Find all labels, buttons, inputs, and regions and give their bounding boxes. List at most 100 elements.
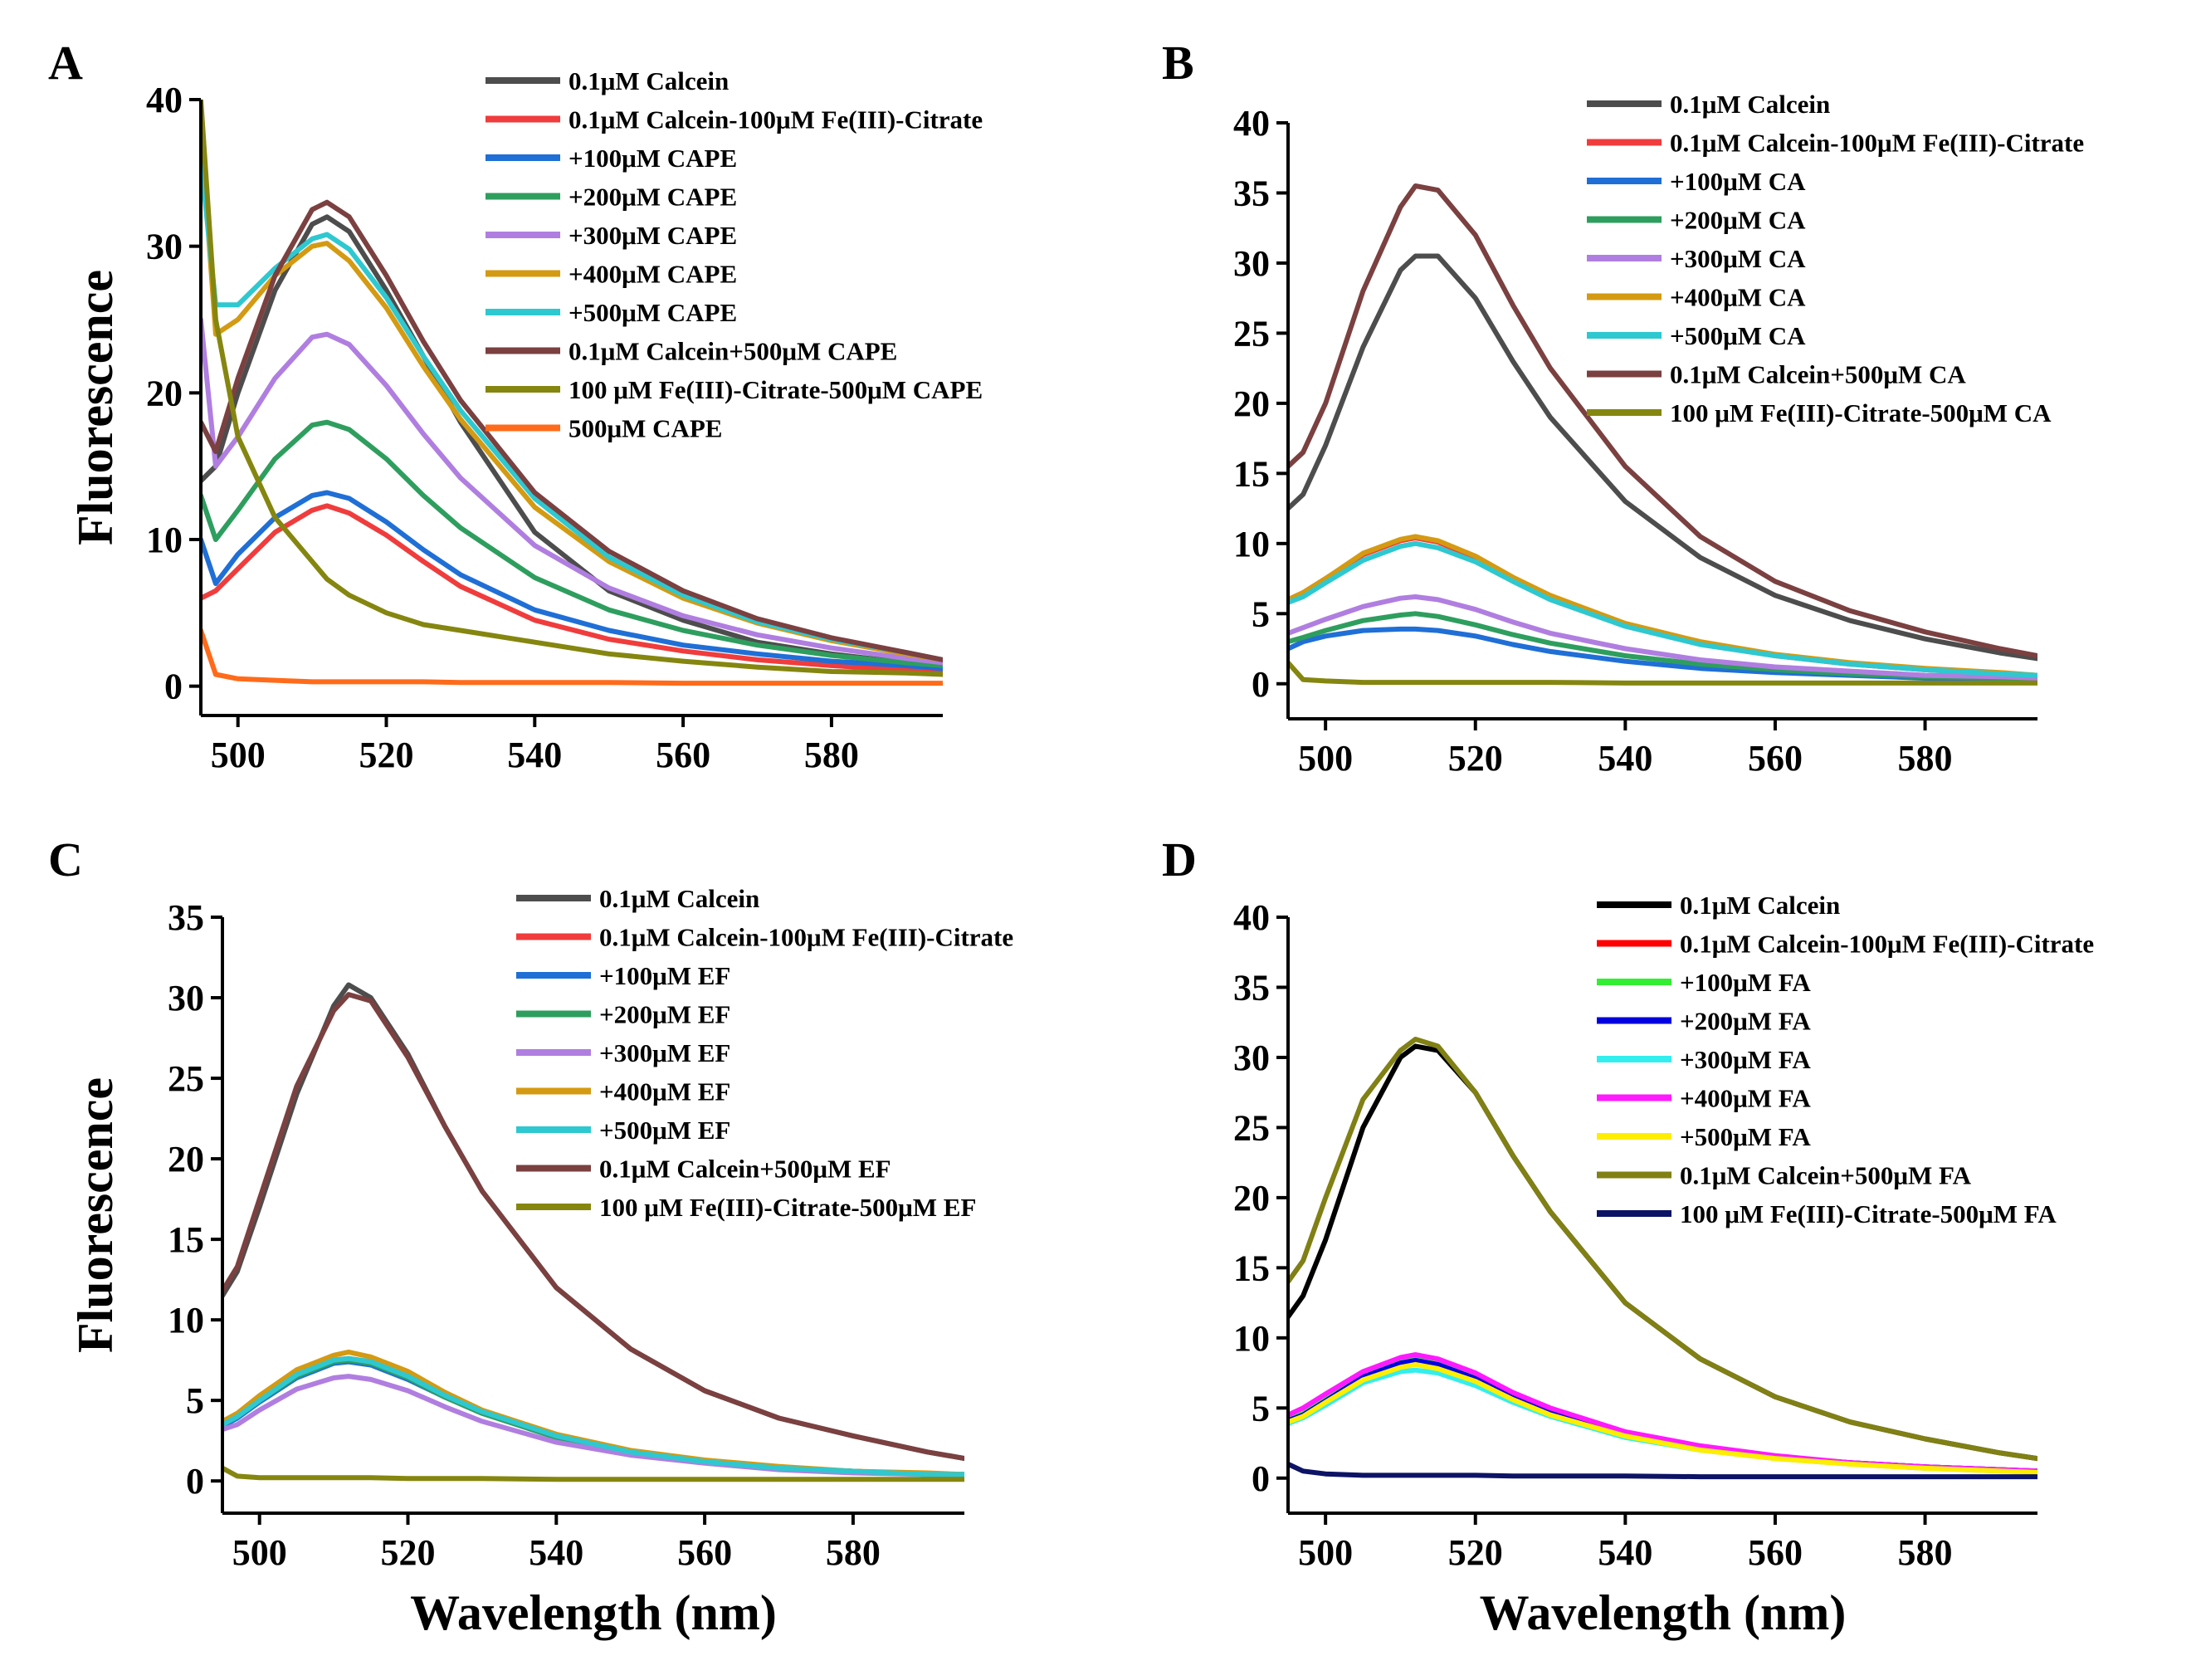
legend-label: 500μM CAPE	[569, 414, 722, 443]
x-tick-label: 500	[1298, 1532, 1353, 1573]
x-tick-label: 500	[211, 735, 266, 775]
legend-label: +100μM CA	[1670, 167, 1806, 196]
y-tick-label: 35	[1233, 967, 1270, 1008]
y-tick-label: 40	[1233, 103, 1270, 144]
series-line	[201, 628, 943, 686]
y-tick-label: 30	[1233, 1038, 1270, 1078]
y-tick-label: 20	[1233, 1178, 1270, 1218]
legend-label: +500μM EF	[599, 1116, 730, 1145]
y-tick-label: 10	[146, 520, 183, 560]
legend-label: +400μM CA	[1670, 283, 1806, 312]
chart-panel-a: A 0 10 20 30 40 500 520 540 560 580 Fluorescence 0.1…	[48, 36, 983, 775]
chart-panel-c: C 0 5 10 15 20 25 30 35 500 520 540 560 580 Fluorescen…	[48, 833, 1013, 1640]
legend-label: 0.1μM Calcein+500μM CAPE	[569, 337, 897, 366]
y-tick-label: 15	[168, 1219, 204, 1260]
x-tick-label: 580	[1898, 1532, 1953, 1573]
legend-label: +400μM CAPE	[569, 260, 737, 289]
legend: 0.1μM Calcein 0.1μM Calcein-100μM Fe(III)…	[516, 884, 1013, 1222]
legend-label: +100μM EF	[599, 961, 730, 990]
series-line	[1288, 183, 2037, 658]
series-line	[222, 992, 964, 1461]
x-axis-title: Wavelength (nm)	[1480, 1585, 1847, 1640]
legend-label: +300μM EF	[599, 1038, 730, 1067]
series-line	[1288, 1356, 2037, 1474]
y-tick-label: 5	[186, 1380, 204, 1421]
series-line	[1288, 1356, 2037, 1474]
series-line	[1288, 1357, 2037, 1474]
series-line	[1288, 1361, 2037, 1475]
series-line	[1288, 1367, 2037, 1474]
x-axis-title: Wavelength (nm)	[410, 1585, 777, 1640]
y-tick-label: 30	[168, 978, 204, 1018]
legend-label: +400μM EF	[599, 1077, 730, 1106]
legend-label: +500μM FA	[1680, 1122, 1811, 1151]
panel-letter: B	[1162, 36, 1194, 90]
series-line	[222, 1349, 964, 1477]
y-tick-label: 5	[1252, 1388, 1270, 1428]
legend-label: 100 μM Fe(III)-Citrate-500μM CA	[1670, 398, 2052, 427]
legend-label: 100 μM Fe(III)-Citrate-500μM EF	[599, 1193, 976, 1222]
y-tick-label: 40	[1233, 897, 1270, 938]
y-tick-label: 0	[164, 667, 183, 707]
x-tick-label: 580	[804, 735, 859, 775]
x-tick-label: 580	[826, 1532, 881, 1573]
series-line	[222, 1355, 964, 1477]
y-tick-label: 20	[146, 373, 183, 413]
y-tick-label: 15	[1233, 1248, 1270, 1288]
panel-letter: D	[1162, 833, 1197, 886]
y-tick-label: 20	[1233, 383, 1270, 424]
series-line	[1288, 1043, 2037, 1462]
y-tick-label: 20	[168, 1139, 204, 1179]
series-line	[201, 490, 943, 672]
x-tick-label: 520	[359, 735, 414, 775]
series-group	[222, 982, 964, 1482]
legend: 0.1μM Calcein 0.1μM Calcein-100μM Fe(III)…	[486, 66, 983, 443]
legend-label: +200μM CAPE	[569, 183, 737, 212]
legend-label: 100 μM Fe(III)-Citrate-500μM FA	[1680, 1199, 2057, 1228]
legend-label: 0.1μM Calcein+500μM FA	[1680, 1161, 1972, 1190]
y-tick-label: 25	[168, 1058, 204, 1099]
series-line	[201, 419, 943, 668]
panel-letter: A	[48, 36, 83, 90]
y-tick-label: 25	[1233, 1107, 1270, 1148]
legend-label: 0.1μM Calcein+500μM EF	[599, 1155, 891, 1184]
series-line	[1288, 1461, 2037, 1480]
y-tick-label: 35	[1233, 173, 1270, 213]
y-tick-label: 30	[146, 227, 183, 267]
legend-label: 0.1μM Calcein	[1680, 891, 1840, 920]
x-tick-label: 560	[656, 735, 710, 775]
x-tick-label: 540	[529, 1532, 583, 1573]
series-line	[1288, 594, 2037, 681]
legend-label: +300μM FA	[1680, 1045, 1811, 1074]
legend-label: +100μM CAPE	[569, 144, 737, 173]
series-line	[1288, 540, 2037, 678]
legend-label: +200μM CA	[1670, 206, 1806, 235]
y-tick-label: 30	[1233, 243, 1270, 284]
y-tick-label: 10	[168, 1300, 204, 1341]
x-tick-label: 540	[507, 735, 562, 775]
legend-label: +300μM CA	[1670, 244, 1806, 273]
series-line	[222, 1465, 964, 1482]
legend-label: 0.1μM Calcein	[569, 66, 729, 95]
x-tick-label: 540	[1598, 738, 1652, 779]
y-tick-label: 25	[1233, 313, 1270, 354]
y-tick-label: 40	[146, 80, 183, 120]
legend: 0.1μM Calcein 0.1μM Calcein-100μM Fe(III)…	[1587, 90, 2084, 427]
series-line	[201, 317, 943, 666]
legend-label: +100μM FA	[1680, 968, 1811, 997]
x-tick-label: 560	[677, 1532, 732, 1573]
legend-label: 0.1μM Calcein	[1670, 90, 1830, 119]
legend-label: +500μM CAPE	[569, 298, 737, 327]
legend-label: 0.1μM Calcein-100μM Fe(III)-Citrate	[1680, 930, 2094, 959]
x-tick-label: 520	[1448, 738, 1503, 779]
legend-label: +500μM CA	[1670, 321, 1806, 350]
x-tick-label: 500	[1298, 738, 1353, 779]
series-line	[222, 1374, 964, 1479]
series-line	[1288, 253, 2037, 662]
legend: 0.1μM Calcein 0.1μM Calcein-100μM Fe(III)…	[1597, 891, 2094, 1228]
legend-label: 0.1μM Calcein-100μM Fe(III)-Citrate	[569, 105, 983, 134]
y-axis-title: Fluorescence	[68, 270, 123, 545]
series-line	[201, 100, 943, 677]
x-tick-label: 520	[1448, 1532, 1503, 1573]
y-tick-label: 15	[1233, 453, 1270, 494]
